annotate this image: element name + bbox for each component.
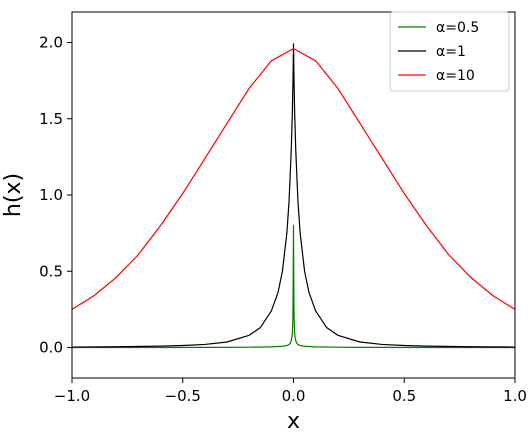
- series-layer: [72, 43, 515, 349]
- legend-entry: α=0.5: [398, 20, 479, 36]
- y-tick-label: 1.0: [39, 186, 63, 204]
- y-tick-label: 0.0: [39, 339, 63, 357]
- legend: α=0.5 α=1 α=10: [389, 11, 510, 92]
- legend-label: α=1: [436, 44, 466, 60]
- x-tick-label: 1.0: [503, 387, 527, 405]
- legend-label: α=10: [436, 68, 475, 84]
- series-line-2: [72, 48, 515, 310]
- y-axis-label: h(x): [1, 173, 26, 217]
- y-tick-label: 2.0: [39, 34, 63, 52]
- legend-label: α=0.5: [436, 20, 479, 36]
- ticks-layer: −1.0 −0.5 0.0 0.5 1.0 0.0 0.5 1.0 1.5 2.0: [39, 34, 527, 406]
- series-line-0: [72, 224, 515, 349]
- x-tick-label: 0.0: [282, 387, 306, 405]
- x-axis-label: x: [287, 409, 300, 432]
- x-tick-label: −0.5: [165, 387, 201, 405]
- legend-entry: α=1: [398, 44, 466, 60]
- legend-entry: α=10: [398, 68, 475, 84]
- x-tick-label: −1.0: [54, 387, 90, 405]
- y-tick-label: 0.5: [39, 262, 63, 280]
- series-line-1: [72, 43, 515, 348]
- legend-box: [389, 11, 510, 92]
- x-tick-label: 0.5: [392, 387, 416, 405]
- y-tick-label: 1.5: [39, 110, 63, 128]
